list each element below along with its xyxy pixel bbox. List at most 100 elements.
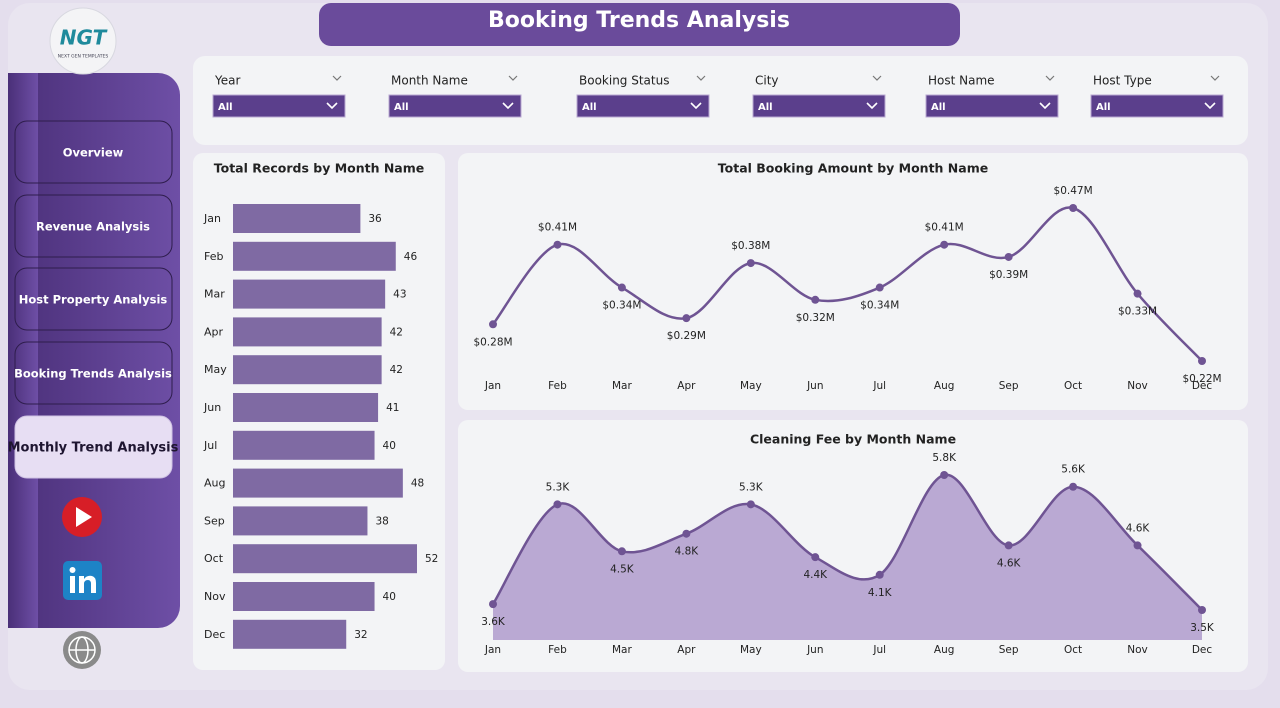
filter-chevron — [696, 75, 706, 81]
bar — [233, 544, 417, 574]
point — [682, 529, 691, 538]
y-tick-label: Sep — [204, 514, 225, 527]
x-tick-label: Jun — [806, 380, 823, 392]
data-label: 4.1K — [868, 587, 893, 599]
sidebar — [8, 73, 180, 628]
data-label: 52 — [425, 553, 438, 565]
youtube-play — [76, 507, 92, 527]
linkedin-glyph — [69, 567, 76, 573]
point — [746, 259, 755, 268]
nav-button[interactable] — [14, 415, 173, 479]
data-label: 4.6K — [997, 557, 1022, 569]
x-tick-label: Jun — [806, 644, 823, 656]
data-label: $0.28M — [473, 336, 512, 348]
nav-button[interactable] — [14, 267, 173, 331]
filter-chevron — [332, 75, 342, 81]
y-tick-label: May — [204, 363, 227, 376]
data-label: $0.32M — [796, 312, 835, 324]
x-tick-label: Mar — [612, 644, 632, 656]
data-label: 48 — [411, 478, 424, 490]
bar — [233, 279, 386, 309]
point — [553, 500, 562, 509]
sidebar-edge — [8, 73, 38, 628]
x-tick-label: Jul — [872, 644, 886, 656]
dropdown-chevron — [502, 102, 514, 110]
nav-label: Host Property Analysis — [19, 293, 168, 307]
point — [940, 471, 949, 479]
x-tick-label: May — [740, 644, 762, 656]
data-label: 5.3K — [546, 481, 571, 493]
data-label: 5.6K — [1061, 464, 1086, 476]
x-tick-label: Feb — [548, 380, 567, 392]
filter-label: Host Name — [928, 74, 995, 88]
bar — [233, 468, 403, 498]
data-label: 42 — [390, 364, 403, 376]
dropdown-chevron — [1204, 102, 1216, 110]
x-tick-label: Aug — [934, 380, 955, 392]
data-label: 3.5K — [1190, 622, 1215, 634]
filter-dropdown[interactable] — [576, 94, 710, 118]
dropdown-chevron — [326, 102, 338, 110]
bar — [233, 355, 382, 385]
data-label: $0.41M — [925, 222, 964, 234]
point — [1004, 252, 1013, 261]
logo-text: NGT — [60, 26, 108, 50]
filter-dropdown[interactable] — [212, 94, 346, 118]
area — [493, 474, 1202, 640]
nav-button[interactable] — [14, 120, 173, 184]
filter-value: All — [218, 102, 233, 113]
nav-button[interactable] — [14, 194, 173, 258]
filter-dropdown[interactable] — [388, 94, 522, 118]
filter-label: Booking Status — [579, 74, 669, 88]
bar — [233, 506, 368, 536]
x-tick-label: Sep — [999, 380, 1019, 392]
point — [489, 320, 497, 329]
data-label: $0.38M — [731, 240, 770, 252]
x-tick-label: May — [740, 380, 762, 392]
data-label: $0.41M — [538, 222, 577, 234]
x-tick-label: Feb — [548, 644, 567, 656]
point — [811, 295, 820, 304]
y-tick-label: Feb — [204, 250, 223, 263]
data-label: $0.47M — [1054, 185, 1093, 197]
logo — [49, 7, 117, 75]
x-tick-label: Aug — [934, 644, 955, 656]
x-tick-label: Nov — [1127, 380, 1148, 392]
filter-dropdown[interactable] — [925, 94, 1059, 118]
x-tick-label: Nov — [1127, 644, 1148, 656]
point — [811, 553, 820, 562]
x-tick-label: Mar — [612, 380, 632, 392]
filter-value: All — [1096, 102, 1111, 113]
filter-value: All — [394, 102, 409, 113]
point — [1069, 204, 1078, 212]
data-label: 43 — [393, 289, 406, 301]
chart-title: Total Booking Amount by Month Name — [718, 161, 988, 176]
point — [875, 283, 884, 292]
x-tick-label: Jan — [484, 644, 501, 656]
point — [617, 283, 626, 292]
data-label: 5.3K — [739, 481, 764, 493]
page-title: Booking Trends Analysis — [488, 8, 790, 33]
filter-value: All — [758, 102, 773, 113]
data-label: $0.22M — [1182, 373, 1221, 385]
filter-label: Month Name — [391, 74, 468, 88]
filter-dropdown[interactable] — [1090, 94, 1224, 118]
data-label: $0.34M — [860, 300, 899, 312]
data-label: 5.8K — [932, 452, 957, 464]
point — [1004, 541, 1013, 550]
filter-dropdown[interactable] — [752, 94, 886, 118]
data-label: 46 — [404, 251, 418, 263]
point — [875, 570, 884, 579]
filter-value: All — [582, 102, 597, 113]
data-label: 4.4K — [803, 569, 828, 581]
data-label: 42 — [390, 326, 403, 338]
dropdown-chevron — [866, 102, 878, 110]
chart-title: Total Records by Month Name — [214, 161, 425, 176]
point — [682, 314, 691, 323]
filter-chevron — [1210, 75, 1220, 81]
filter-value: All — [931, 102, 946, 113]
filter-label: Host Type — [1093, 74, 1152, 88]
nav-button[interactable] — [14, 341, 173, 405]
